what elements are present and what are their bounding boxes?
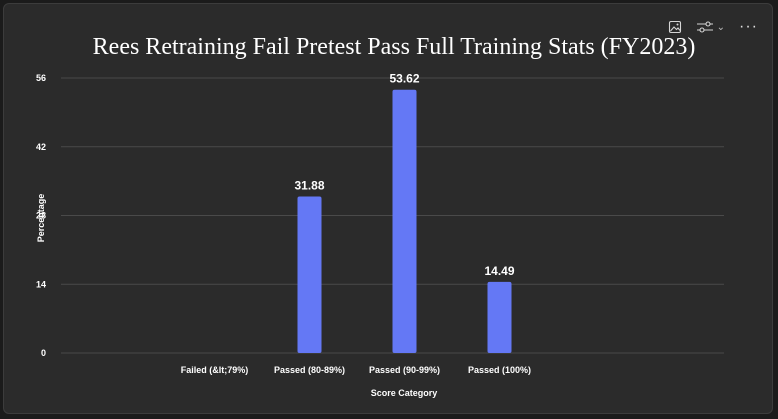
data-label: 31.88 — [294, 178, 324, 192]
x-axis-label: Score Category — [371, 388, 438, 398]
x-axis-ticks: Failed (&lt;79%) Passed (80-89%) Passed (9… — [181, 365, 531, 375]
x-tick-label: Failed (&lt;79%) — [181, 365, 249, 375]
data-label: 14.49 — [484, 264, 514, 278]
chart-title: Rees Retraining Fail Pretest Pass Full T… — [92, 34, 696, 60]
data-labels: 31.88 53.62 14.49 — [294, 72, 514, 278]
sliders-icon — [696, 20, 714, 34]
data-label: 53.62 — [389, 72, 419, 86]
filter-dropdown-button[interactable]: ⌄ — [696, 20, 725, 34]
y-tick-label: 42 — [36, 142, 46, 152]
chevron-down-icon: ⌄ — [716, 21, 726, 33]
x-tick-label: Passed (90-99%) — [369, 365, 440, 375]
chart-toolbar: ⌄ ··· — [668, 18, 758, 35]
bar[interactable] — [297, 196, 322, 353]
image-icon[interactable] — [668, 20, 682, 34]
y-axis-ticks: 0 14 28 42 56 — [36, 73, 46, 358]
bar[interactable] — [487, 281, 512, 353]
y-tick-label: 0 — [41, 348, 46, 358]
y-tick-label: 28 — [36, 211, 46, 221]
x-tick-label: Passed (100%) — [468, 365, 531, 375]
y-axis-label: Percentage — [36, 194, 46, 243]
more-options-button[interactable]: ··· — [739, 18, 758, 35]
y-tick-label: 14 — [36, 279, 46, 289]
bar[interactable] — [392, 89, 417, 353]
chart-card: Rees Retraining Fail Pretest Pass Full T… — [3, 3, 773, 414]
y-tick-label: 56 — [36, 73, 46, 83]
x-tick-label: Passed (80-89%) — [274, 365, 345, 375]
bars — [297, 89, 512, 353]
bar-chart: 0 14 28 42 56 31.88 53.62 14.49 Failed (&lt;79… — [36, 72, 724, 398]
